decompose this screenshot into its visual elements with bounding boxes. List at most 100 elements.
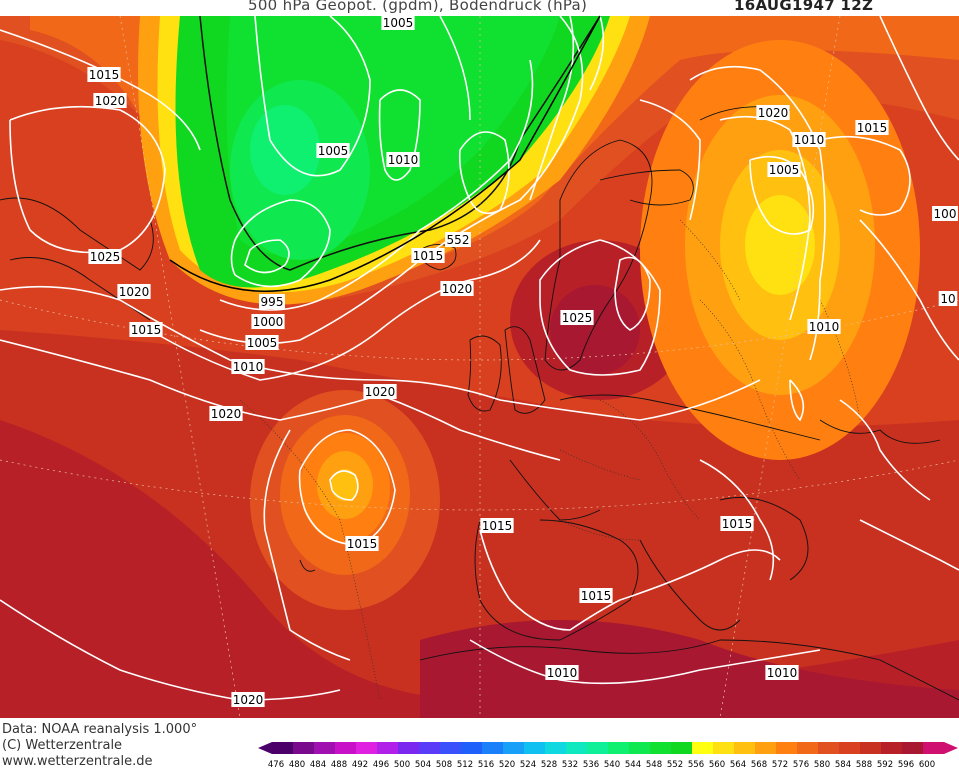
legend-swatch <box>482 742 504 754</box>
isobar-label: 1020 <box>95 94 126 108</box>
credits-data-source: Data: NOAA reanalysis 1.000° <box>2 722 198 737</box>
isobar-label: 1005 <box>318 144 349 158</box>
isobar-label-bg <box>231 692 265 707</box>
legend-tick-label: 596 <box>898 760 914 770</box>
legend-swatch <box>377 742 399 754</box>
legend-swatch <box>524 742 546 754</box>
isobar-label: 995 <box>261 295 284 309</box>
isobar-label-bg <box>245 335 279 350</box>
isobar-label: 100 <box>934 207 957 221</box>
isobar-label-bg <box>445 232 471 247</box>
political-borders <box>239 219 861 701</box>
legend-swatch <box>797 742 819 754</box>
legend-tick-label: 492 <box>352 760 368 770</box>
legend-tick-label: 536 <box>583 760 599 770</box>
legend-swatch <box>461 742 483 754</box>
isobar-label-bg <box>720 516 754 531</box>
map-title: 500 hPa Geopot. (gpdm), Bodendruck (hPa) <box>248 0 588 14</box>
isobar-label: 1005 <box>247 336 278 350</box>
legend-swatch <box>314 742 336 754</box>
legend-tick-label: 496 <box>373 760 389 770</box>
legend-tick-label: 540 <box>604 760 620 770</box>
isobar-label: 1020 <box>211 407 242 421</box>
legend-swatch <box>356 742 378 754</box>
legend-tick-label: 476 <box>268 760 284 770</box>
graticule <box>0 16 959 718</box>
legend-tick-label: 592 <box>877 760 893 770</box>
isobar-label-bg <box>756 105 790 120</box>
isobar-label-bg <box>765 665 799 680</box>
isobar-label: 1015 <box>347 537 378 551</box>
triangle-right-icon <box>944 742 958 754</box>
legend-swatch <box>545 742 567 754</box>
isobar-label: 1010 <box>809 320 840 334</box>
isobar-label-bg <box>480 518 514 533</box>
triangle-left-icon <box>258 742 272 754</box>
legend-tick-label: 484 <box>310 760 326 770</box>
geopotential-field <box>0 16 959 718</box>
isobar-label: 1010 <box>794 133 825 147</box>
isobar-label: 1010 <box>233 360 264 374</box>
isobar-label: 1025 <box>562 311 593 325</box>
isobar-label-bg <box>932 206 958 221</box>
isobar-label: 552 <box>447 233 470 247</box>
credits-website[interactable]: www.wetterzentrale.de <box>2 754 153 769</box>
isobar-label-bg <box>440 281 474 296</box>
legend-tick-label: 564 <box>730 760 746 770</box>
legend-swatch <box>419 742 441 754</box>
legend-tick-label: 524 <box>520 760 536 770</box>
legend-swatch <box>272 742 294 754</box>
legend-swatch <box>860 742 882 754</box>
legend-tick-label: 532 <box>562 760 578 770</box>
isobar-label-bg <box>251 314 285 329</box>
legend-swatch <box>734 742 756 754</box>
isobar-label-bg <box>129 322 163 337</box>
legend-swatch <box>902 742 924 754</box>
legend-tick-label: 488 <box>331 760 347 770</box>
legend-tick-label: 504 <box>415 760 431 770</box>
legend-swatch <box>335 742 357 754</box>
isobar-label: 1000 <box>253 315 284 329</box>
isobar-label: 1020 <box>442 282 473 296</box>
legend-swatch <box>503 742 525 754</box>
isobar-label: 1020 <box>365 385 396 399</box>
legend-tick-label: 560 <box>709 760 725 770</box>
legend-swatch <box>671 742 693 754</box>
legend-swatch <box>629 742 651 754</box>
isobar-label-bg <box>88 249 122 264</box>
legend-swatch <box>776 742 798 754</box>
legend-tick-label: 480 <box>289 760 305 770</box>
legend-swatch <box>398 742 420 754</box>
isobar-label: 1015 <box>581 589 612 603</box>
isobar-label: 1005 <box>383 16 414 30</box>
isobar-label: 1010 <box>767 666 798 680</box>
isobar-label: 1015 <box>89 68 120 82</box>
legend-swatch <box>839 742 861 754</box>
legend-tick-label: 528 <box>541 760 557 770</box>
credits-copyright[interactable]: (C) Wetterzentrale <box>2 738 123 753</box>
legend-swatch <box>818 742 840 754</box>
isobar-label: 1015 <box>857 121 888 135</box>
legend-swatch <box>923 742 945 754</box>
legend-tick-label: 512 <box>457 760 473 770</box>
legend-swatch <box>713 742 735 754</box>
legend-tick-label: 548 <box>646 760 662 770</box>
isobar-label-bg <box>792 132 826 147</box>
legend-tick-label: 544 <box>625 760 641 770</box>
isobar-label-bg <box>209 406 243 421</box>
legend-tick-label: 576 <box>793 760 809 770</box>
legend-swatch <box>566 742 588 754</box>
legend-tick-label: 600 <box>919 760 935 770</box>
isobar-label: 1020 <box>119 285 150 299</box>
legend-tick-label: 572 <box>772 760 788 770</box>
isobar-label-bg <box>807 319 841 334</box>
legend-swatch <box>692 742 714 754</box>
legend-swatch <box>293 742 315 754</box>
isobar-labels: 1005 1015 1020 1005 1010 1020 1010 1015 1005 1025… <box>87 15 958 707</box>
legend-swatch <box>440 742 462 754</box>
legend: 476 480 484 488 492 496 500 504 508 512 516 520 524 5… <box>258 742 958 770</box>
isobar-label: 1025 <box>90 250 121 264</box>
isoline-552 <box>169 15 601 292</box>
legend-tick-label: 552 <box>667 760 683 770</box>
